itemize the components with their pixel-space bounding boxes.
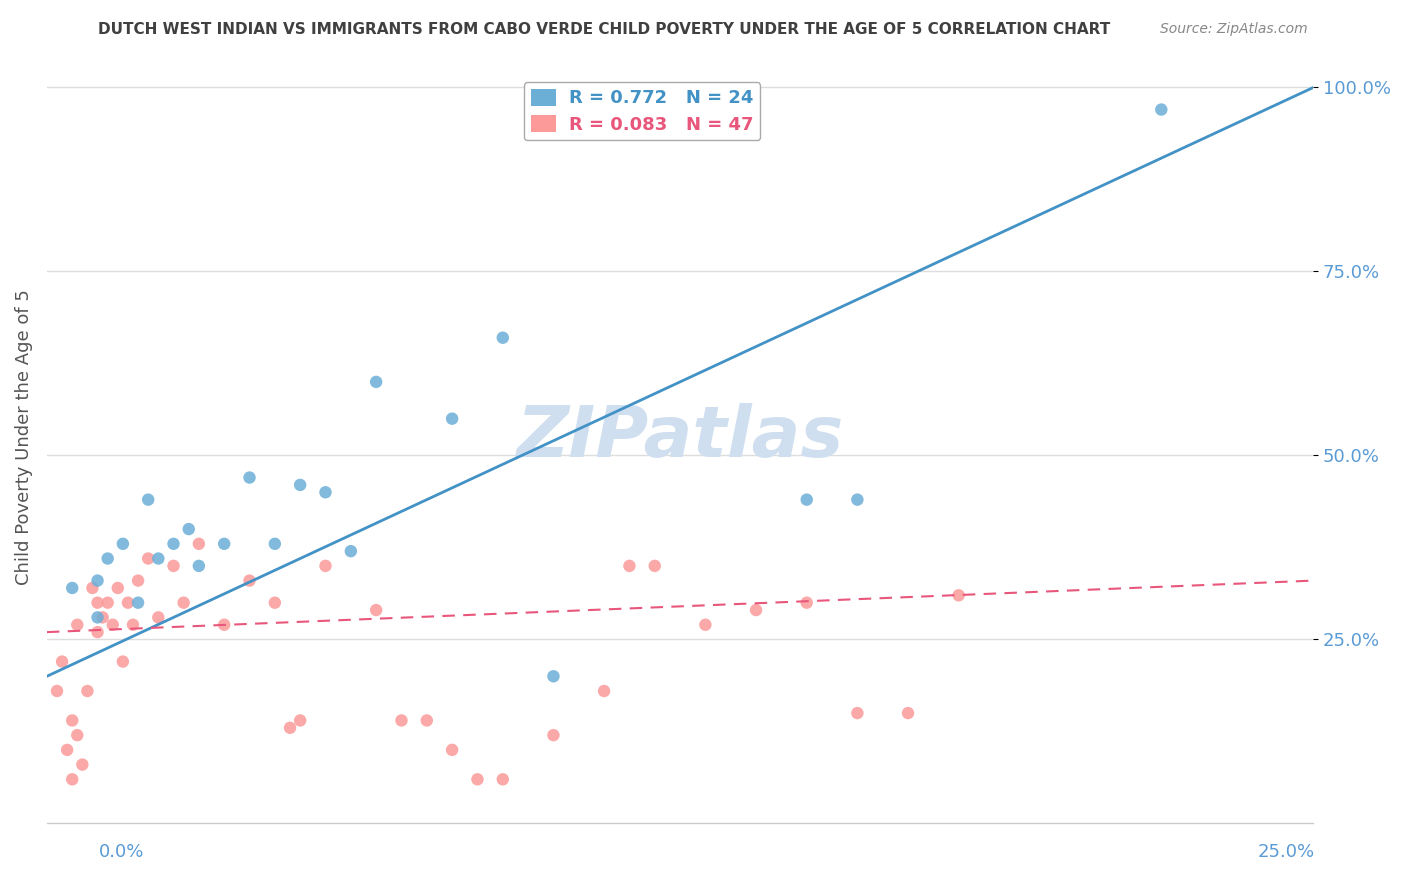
Point [288,714,311,728]
Point [897,706,920,720]
Point [593,684,616,698]
Point [66,617,89,632]
Point [173,596,195,610]
Point [86,625,108,640]
Point [644,558,666,573]
Point [441,411,464,425]
Text: 0.0%: 0.0% [98,843,143,861]
Point [1150,103,1173,117]
Point [543,669,565,683]
Point [745,603,768,617]
Point [86,610,108,624]
Point [492,772,515,787]
Point [162,537,184,551]
Point [76,684,98,698]
Point [82,581,104,595]
Point [56,743,79,757]
Point [846,706,869,720]
Point [492,331,515,345]
Point [60,581,83,595]
Y-axis label: Child Poverty Under the Age of 5: Child Poverty Under the Age of 5 [15,289,32,585]
Point [619,558,641,573]
Point [288,478,311,492]
Point [238,574,260,588]
Point [111,537,134,551]
Point [796,596,818,610]
Point [97,596,120,610]
Point [72,757,94,772]
Point [238,470,260,484]
Point [91,610,114,624]
Point [187,537,209,551]
Point [187,558,209,573]
Text: ZIPatlas: ZIPatlas [516,402,844,472]
Point [948,588,970,602]
Point [136,551,159,566]
Point [315,485,337,500]
Point [467,772,489,787]
Point [416,714,439,728]
Point [60,772,83,787]
Point [366,375,388,389]
Point [796,492,818,507]
Point [122,617,145,632]
Point [441,743,464,757]
Point [127,596,149,610]
Point [212,617,235,632]
Point [391,714,413,728]
Point [543,728,565,742]
Point [340,544,363,558]
Point [263,596,285,610]
Point [46,684,69,698]
Text: DUTCH WEST INDIAN VS IMMIGRANTS FROM CABO VERDE CHILD POVERTY UNDER THE AGE OF 5: DUTCH WEST INDIAN VS IMMIGRANTS FROM CAB… [98,22,1111,37]
Point [66,728,89,742]
Point [148,551,170,566]
Point [177,522,200,536]
Point [162,558,184,573]
Point [278,721,301,735]
Point [107,581,129,595]
Point [695,617,717,632]
Point [136,492,159,507]
Point [148,610,170,624]
Legend: R = 0.772   N = 24, R = 0.083   N = 47: R = 0.772 N = 24, R = 0.083 N = 47 [524,82,761,140]
Point [846,492,869,507]
Point [51,655,73,669]
Point [366,603,388,617]
Text: Source: ZipAtlas.com: Source: ZipAtlas.com [1160,22,1308,37]
Point [60,714,83,728]
Point [86,596,108,610]
Point [97,551,120,566]
Point [117,596,139,610]
Point [212,537,235,551]
Point [263,537,285,551]
Text: 25.0%: 25.0% [1257,843,1315,861]
Point [101,617,124,632]
Point [111,655,134,669]
Point [315,558,337,573]
Point [127,574,149,588]
Point [86,574,108,588]
